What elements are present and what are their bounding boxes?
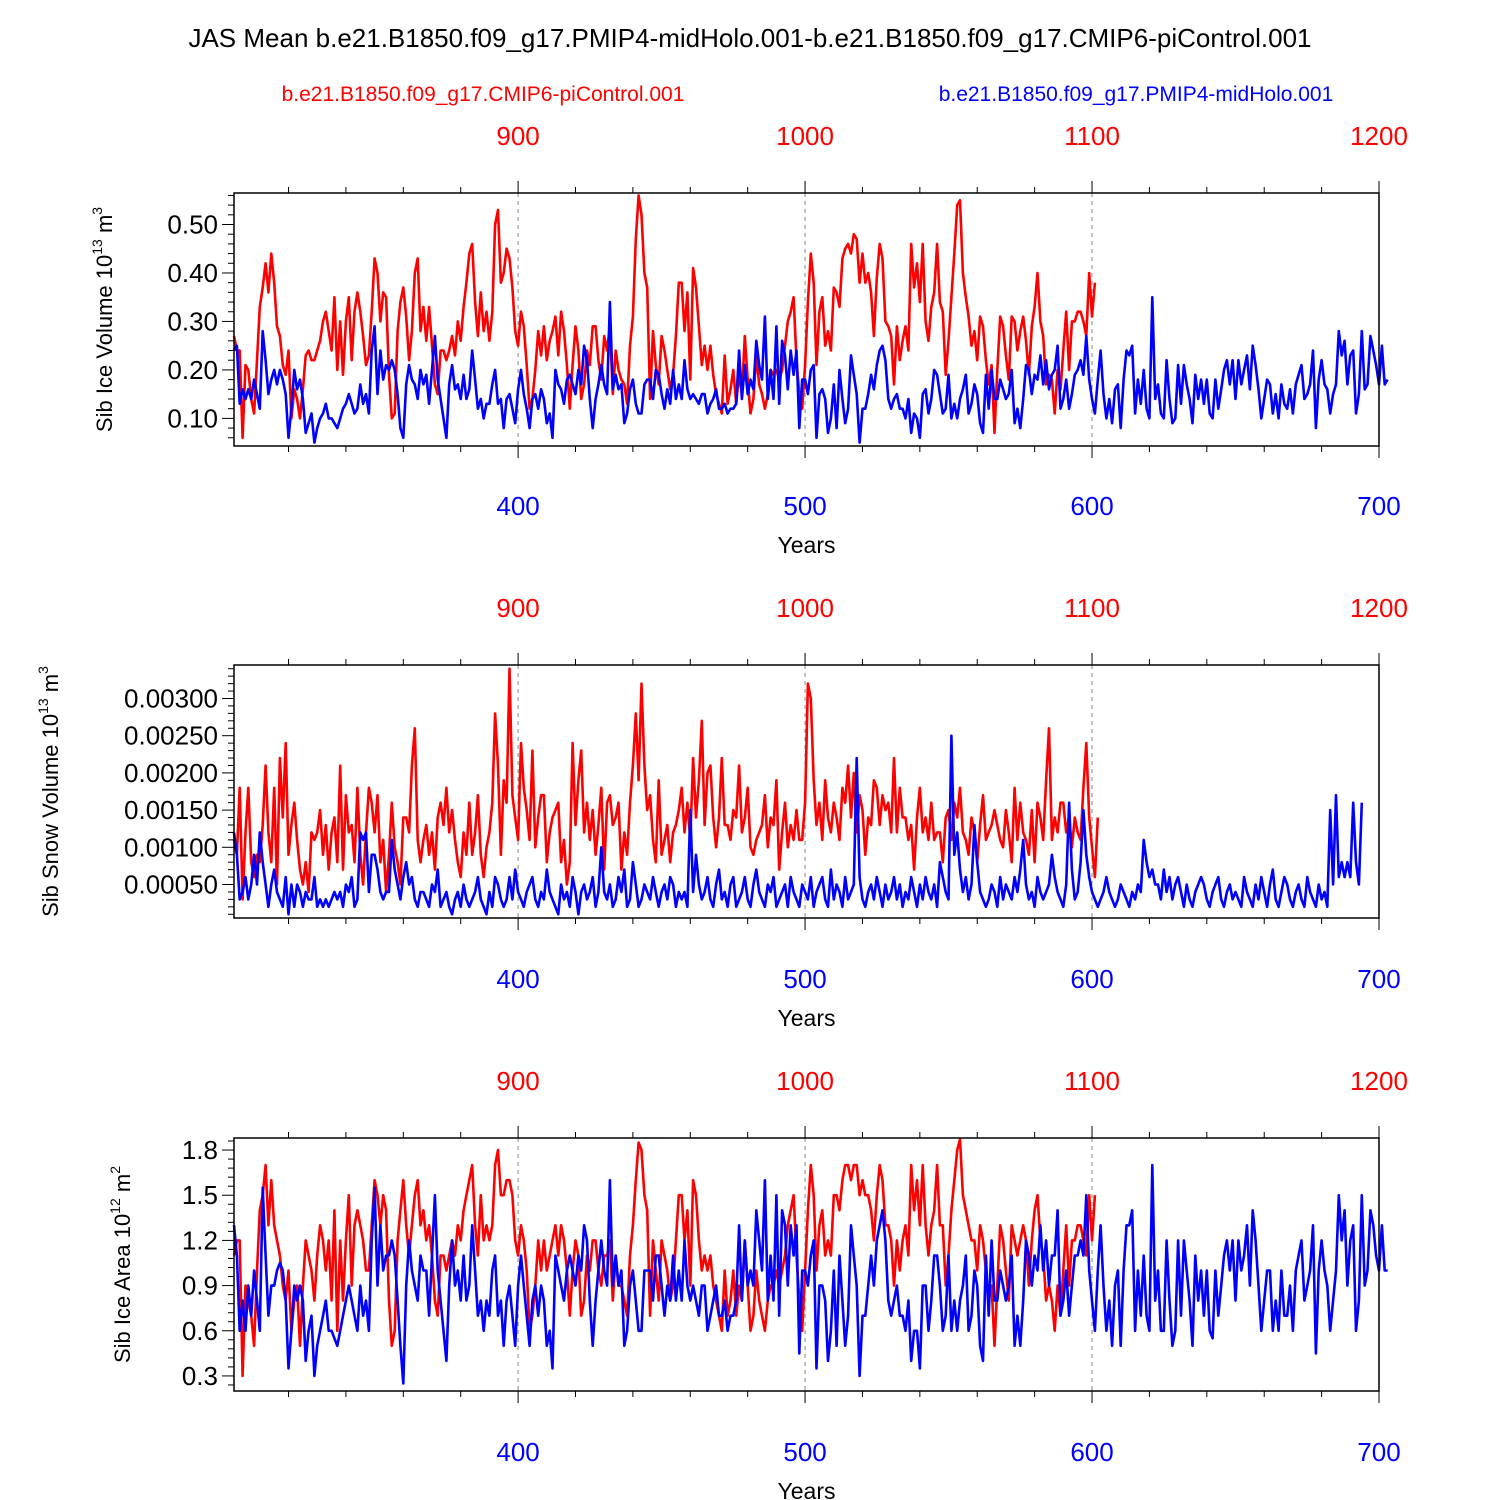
x-tick-label-bottom: 700 [1357, 1437, 1400, 1467]
x-tick-label-bottom: 400 [496, 491, 539, 521]
x-tick-label-bottom: 500 [783, 964, 826, 994]
legend-red-series: b.e21.B1850.f09_g17.CMIP6-piControl.001 [282, 83, 685, 106]
series-line-blue [232, 734, 1364, 916]
y-tick-label: 0.00300 [124, 683, 218, 713]
plot-frame [233, 192, 1380, 447]
y-tick-label: 0.00150 [124, 795, 218, 825]
plot-frame [233, 664, 1380, 919]
x-tick-label-top: 1000 [776, 1066, 834, 1096]
x-axis-label: Years [778, 1005, 836, 1031]
y-tick-label: 0.50 [167, 210, 218, 240]
legend-blue-series: b.e21.B1850.f09_g17.PMIP4-midHolo.001 [939, 83, 1334, 106]
y-axis-label: Sib Ice Volume 1013 m3 [89, 207, 117, 432]
x-tick-label-top: 1000 [776, 593, 834, 623]
x-tick-label-top: 1100 [1064, 593, 1120, 623]
y-tick-label: 0.00050 [124, 870, 218, 900]
series-line-red [232, 194, 1097, 440]
series-line-blue [232, 1163, 1388, 1385]
y-tick-label: 0.00250 [124, 721, 218, 751]
x-tick-label-bottom: 500 [783, 491, 826, 521]
x-tick-label-bottom: 600 [1070, 964, 1113, 994]
y-tick-label: 0.20 [167, 355, 218, 385]
x-tick-label-bottom: 400 [496, 964, 539, 994]
panel-1: 400 500 600 700 900 1000 1100 1200 0.10 0.20 0.30 0… [89, 121, 1408, 558]
x-tick-label-bottom: 700 [1357, 964, 1400, 994]
x-tick-label-bottom: 600 [1070, 1437, 1113, 1467]
x-tick-label-top: 900 [496, 1066, 539, 1096]
x-tick-label-top: 1200 [1350, 593, 1408, 623]
x-tick-label-bottom: 700 [1357, 491, 1400, 521]
x-tick-label-top: 1200 [1350, 121, 1408, 151]
x-tick-label-bottom: 500 [783, 1437, 826, 1467]
y-tick-label: 0.10 [167, 403, 218, 433]
y-tick-label: 0.3 [182, 1361, 218, 1391]
y-tick-label: 0.40 [167, 258, 218, 288]
plot-frame [233, 1137, 1380, 1392]
y-tick-label: 1.8 [182, 1135, 218, 1165]
x-tick-label-top: 900 [496, 121, 539, 151]
panel-3: 400 500 600 700 900 1000 1100 1200 0.3 0.6 0.9 1.2 1… [107, 1066, 1408, 1500]
x-tick-label-bottom: 600 [1070, 491, 1113, 521]
x-tick-label-top: 1000 [776, 121, 834, 151]
y-tick-label: 0.00100 [124, 832, 218, 862]
chart-title: JAS Mean b.e21.B1850.f09_g17.PMIP4-midHo… [188, 23, 1311, 53]
y-tick-label: 1.2 [182, 1225, 218, 1255]
panel-2: 400 500 600 700 900 1000 1100 1200 0.00050 0.0010… [35, 593, 1408, 1031]
x-tick-label-top: 900 [496, 593, 539, 623]
x-tick-label-bottom: 400 [496, 1437, 539, 1467]
y-tick-label: 1.5 [182, 1180, 218, 1210]
panels: 400 500 600 700 900 1000 1100 1200 0.10 0.20 0.30 0… [35, 121, 1408, 1500]
y-tick-label: 0.9 [182, 1271, 218, 1301]
x-axis-label: Years [778, 1478, 836, 1500]
y-tick-label: 0.30 [167, 306, 218, 336]
series-line-red [232, 1138, 1097, 1378]
x-tick-label-top: 1200 [1350, 1066, 1408, 1096]
x-tick-label-top: 1100 [1064, 1066, 1120, 1096]
y-tick-label: 0.00200 [124, 758, 218, 788]
x-tick-label-top: 1100 [1064, 121, 1120, 151]
series-line-blue [232, 295, 1389, 444]
series-line-red [232, 667, 1100, 901]
y-axis-label: Sib Ice Area 1012 m2 [107, 1166, 135, 1363]
y-tick-label: 0.6 [182, 1316, 218, 1346]
y-axis-label: Sib Snow Volume 1013 m3 [35, 666, 63, 917]
x-axis-label: Years [778, 532, 836, 558]
